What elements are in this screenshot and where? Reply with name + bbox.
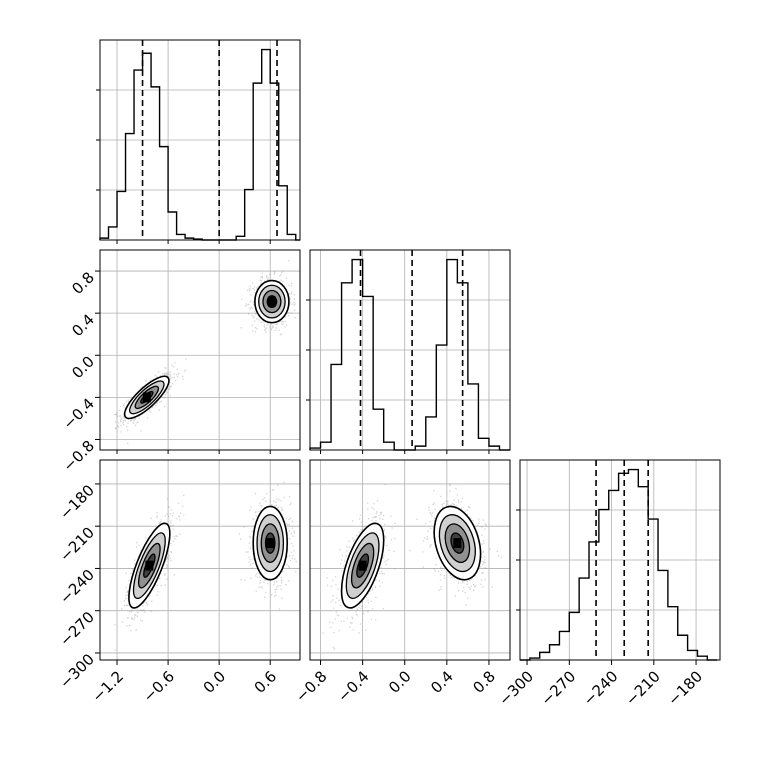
y-axis-2-tick-label-0: −0.8	[60, 437, 98, 475]
y-axis-3-tick-label-1: −270	[56, 608, 98, 650]
x-axis-1-tick-label-2: 0.0	[200, 667, 230, 697]
density-peak-0	[145, 560, 154, 571]
x-axis-2-tick-label-0: −0.8	[292, 667, 330, 705]
x-axis-2-tick-label-4: 0.8	[469, 667, 499, 697]
x-axis-3-tick-label-2: −240	[580, 667, 622, 709]
scatter-panel-1-2	[309, 459, 511, 661]
x-axis-1-tick-label-1: −0.6	[140, 667, 178, 705]
hist-3-steps	[520, 468, 718, 661]
y-axis-2-tick-label-1: −0.4	[60, 395, 98, 433]
panel-content	[114, 481, 300, 651]
x-axis-2-tick-label-3: 0.4	[427, 667, 457, 697]
density-peak-1	[267, 296, 276, 307]
hist-3-frame	[519, 459, 721, 661]
y-axis-3-tick-label-4: −180	[56, 481, 98, 523]
y-axis-3-tick-label-0: −300	[56, 650, 98, 692]
panel-frame	[309, 459, 511, 661]
hist-1-frame	[99, 39, 301, 241]
x-axis-1-tick-label-0: −1.2	[89, 667, 127, 705]
panel-frame	[99, 249, 301, 451]
scatter-panel-0-2	[99, 459, 301, 661]
x-axis-2-tick-label-1: −0.4	[334, 667, 372, 705]
hist-2-steps	[309, 258, 510, 451]
y-axis-2-tick-label-3: 0.4	[68, 310, 98, 340]
density-peak-0	[358, 560, 367, 571]
panel-content	[322, 483, 503, 650]
density-peak-1	[266, 538, 275, 549]
hist-panel-1	[96, 39, 301, 241]
x-axis-3-tick-label-0: −300	[495, 667, 537, 709]
panel-frame	[99, 459, 301, 661]
x-axis-3-tick-label-1: −270	[537, 667, 579, 709]
x-axis-3-tick-label-3: −210	[622, 667, 664, 709]
hist-2-frame	[309, 249, 511, 451]
hist-panel-3	[516, 459, 721, 661]
y-axis-3-tick-label-2: −240	[56, 566, 98, 608]
y-axis-3-tick-label-3: −210	[56, 523, 98, 565]
y-axis-2-tick-label-4: 0.8	[68, 268, 98, 298]
y-axis-2-tick-label-2: 0.0	[68, 353, 98, 383]
x-axis-3-tick-label-4: −180	[664, 667, 706, 709]
density-peak-1	[453, 538, 462, 549]
density-peak-0	[142, 392, 151, 403]
x-axis-2-tick-label-2: 0.0	[385, 667, 415, 697]
x-axis-1-tick-label-3: 0.6	[251, 667, 281, 697]
hist-panel-2	[306, 249, 511, 451]
hist-1-steps	[99, 48, 300, 241]
scatter-panel-0-1	[99, 249, 301, 451]
panel-content	[114, 260, 296, 445]
